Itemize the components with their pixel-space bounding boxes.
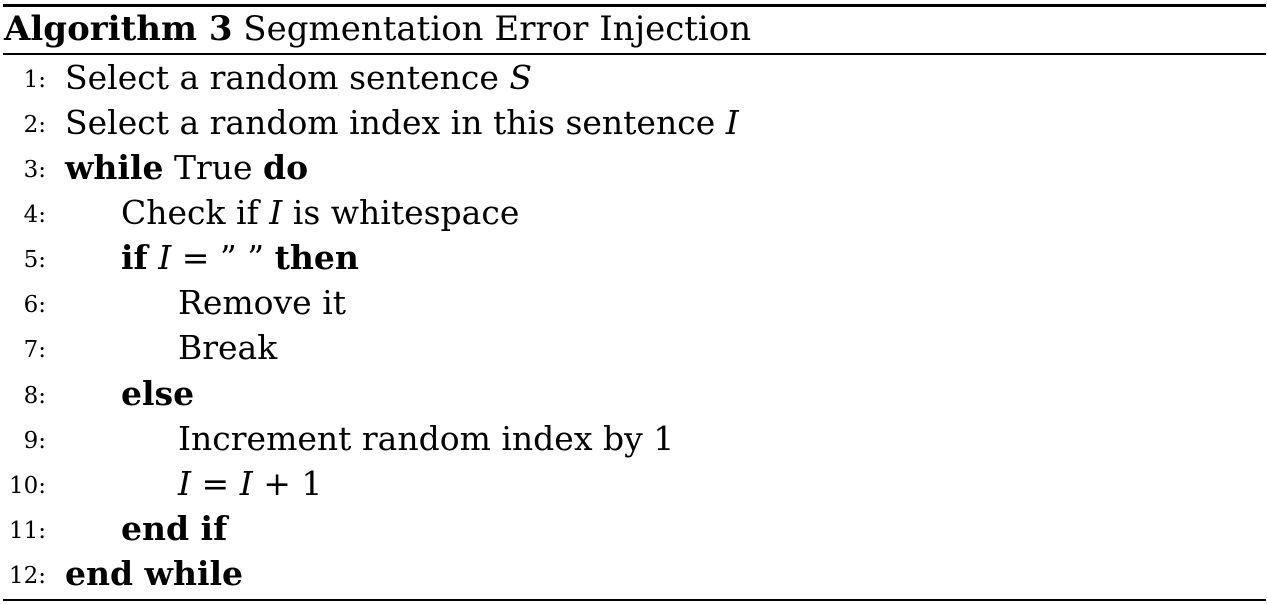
- caption-rule: [3, 53, 1266, 55]
- line-number: 8:: [23, 383, 46, 409]
- line-text: Check if: [121, 193, 270, 232]
- line-number: 4:: [23, 202, 46, 228]
- line-text: Increment random index by 1: [178, 419, 675, 458]
- line-number: 9:: [23, 428, 46, 454]
- line-text: Select a random index in this sentence: [65, 103, 726, 142]
- top-rule: [3, 4, 1266, 7]
- algorithm-title: Segmentation Error Injection: [243, 9, 752, 49]
- algorithm-label: Algorithm 3: [4, 9, 233, 49]
- line-number: 7:: [23, 337, 46, 363]
- algorithm-caption: Algorithm 3 Segmentation Error Injection: [4, 6, 751, 52]
- variable: I: [178, 464, 192, 503]
- line-content: Select a random index in this sentence I: [65, 100, 739, 145]
- line-number: 1:: [23, 67, 46, 93]
- variable: S: [509, 58, 532, 97]
- line-text: Remove it: [178, 283, 347, 322]
- line-content: I = I + 1: [178, 461, 322, 506]
- line-content: Check if I is whitespace: [121, 190, 519, 235]
- variable: I: [239, 464, 253, 503]
- keyword-do: do: [263, 148, 309, 187]
- keyword-end-if: end if: [121, 509, 228, 548]
- line-number: 3:: [23, 157, 46, 183]
- line-number: 5:: [23, 247, 46, 273]
- line-number: 10:: [8, 473, 46, 499]
- line-number: 2:: [23, 112, 46, 138]
- keyword-then: then: [274, 238, 359, 277]
- keyword-else: else: [121, 374, 195, 413]
- variable: I: [158, 238, 172, 277]
- variable: I: [269, 193, 283, 232]
- keyword-while: while: [65, 148, 164, 187]
- line-text: Break: [178, 328, 278, 367]
- line-number: 12:: [8, 563, 46, 589]
- line-text: Select a random sentence: [65, 58, 510, 97]
- line-content: while True do: [65, 145, 308, 190]
- line-number: 11:: [8, 518, 46, 544]
- line-content: if I = ” ” then: [121, 235, 359, 280]
- variable: I: [725, 103, 739, 142]
- expression: = ” ”: [171, 238, 275, 277]
- expression: + 1: [252, 464, 323, 503]
- line-text: is whitespace: [282, 193, 520, 232]
- keyword-end-while: end while: [65, 554, 244, 593]
- operator: =: [191, 464, 240, 503]
- condition: True: [163, 148, 264, 187]
- bottom-rule: [3, 599, 1266, 601]
- line-content: Select a random sentence S: [65, 55, 532, 100]
- line-number: 6:: [23, 292, 46, 318]
- keyword-if: if: [121, 238, 148, 277]
